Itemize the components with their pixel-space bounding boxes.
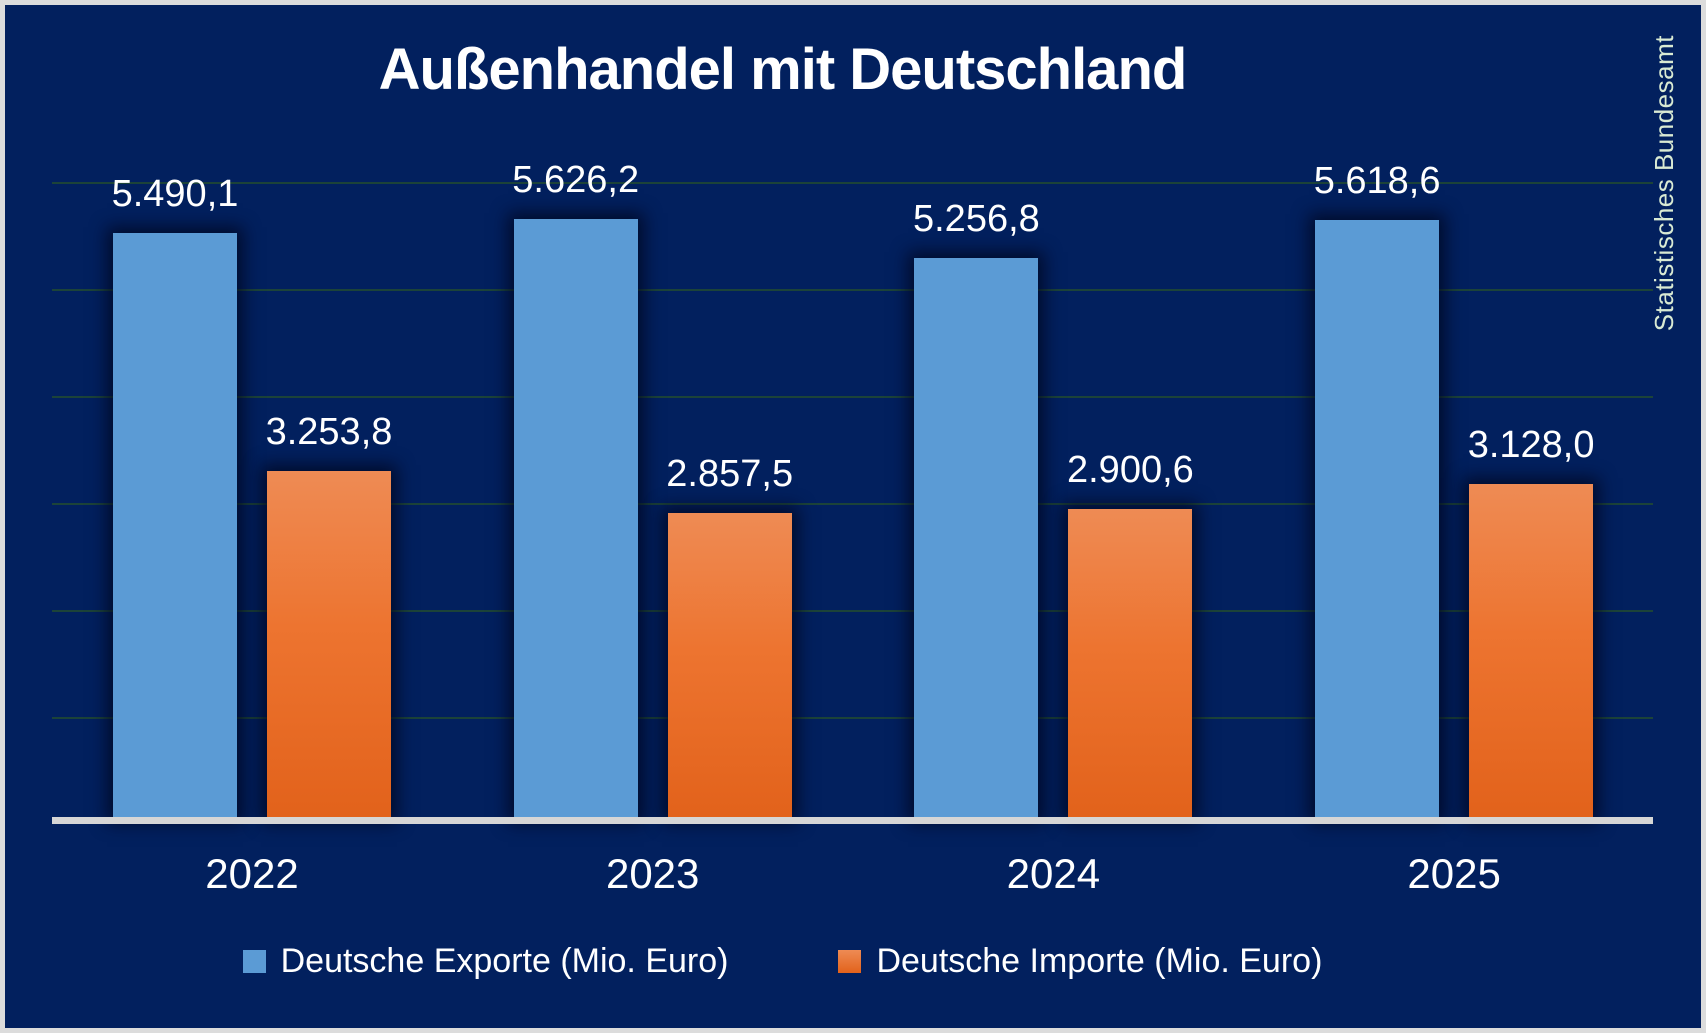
gridline: [52, 716, 1653, 719]
source-label: Statistisches Bundesamt: [1649, 35, 1679, 332]
legend-item-exports: Deutsche Exporte (Mio. Euro): [242, 942, 729, 981]
import-value-label-2024: 2.900,6: [1066, 448, 1194, 491]
import-value-label-2025: 3.128,0: [1467, 424, 1595, 467]
chart-title: Außenhandel mit Deutschland: [378, 37, 1188, 102]
import-bar-2025: [1469, 484, 1594, 817]
export-value-label-2022: 5.490,1: [111, 173, 239, 216]
export-bar-2022: [113, 233, 237, 817]
export-value-label-2023: 5.626,2: [512, 158, 640, 201]
export-value-label-2025: 5.618,6: [1313, 159, 1441, 202]
import-bar-2022: [267, 471, 391, 817]
export-value-label-2024: 5.256,8: [912, 198, 1040, 241]
gridline: [52, 288, 1653, 291]
import-value-label-2023: 2.857,5: [666, 453, 794, 496]
import-value-label-2022: 3.253,8: [265, 411, 393, 454]
export-bar-2025: [1315, 219, 1440, 817]
gridline: [52, 609, 1653, 612]
year-label-2025: 2025: [1407, 850, 1501, 897]
export-bar-2023: [513, 218, 638, 817]
import-bar-2024: [1068, 508, 1193, 817]
year-label-2023: 2023: [605, 850, 700, 897]
legend-item-imports: Deutsche Importe (Mio. Euro): [838, 942, 1322, 981]
gridline: [52, 502, 1653, 505]
year-label-2022: 2022: [205, 850, 299, 897]
legend: Deutsche Exporte (Mio. Euro) Deutsche Im…: [45, 942, 1520, 981]
gridline: [52, 181, 1653, 184]
legend-label-imports: Deutsche Importe (Mio. Euro): [876, 942, 1323, 980]
import-bar-2023: [667, 513, 792, 817]
exports-swatch-icon: [242, 950, 266, 973]
imports-swatch-icon: [838, 950, 862, 973]
gridline: [52, 395, 1653, 398]
year-label-2024: 2024: [1006, 850, 1101, 897]
export-bar-2024: [914, 258, 1039, 817]
x-axis-line: [52, 817, 1653, 824]
legend-label-exports: Deutsche Exporte (Mio. Euro): [280, 942, 729, 980]
